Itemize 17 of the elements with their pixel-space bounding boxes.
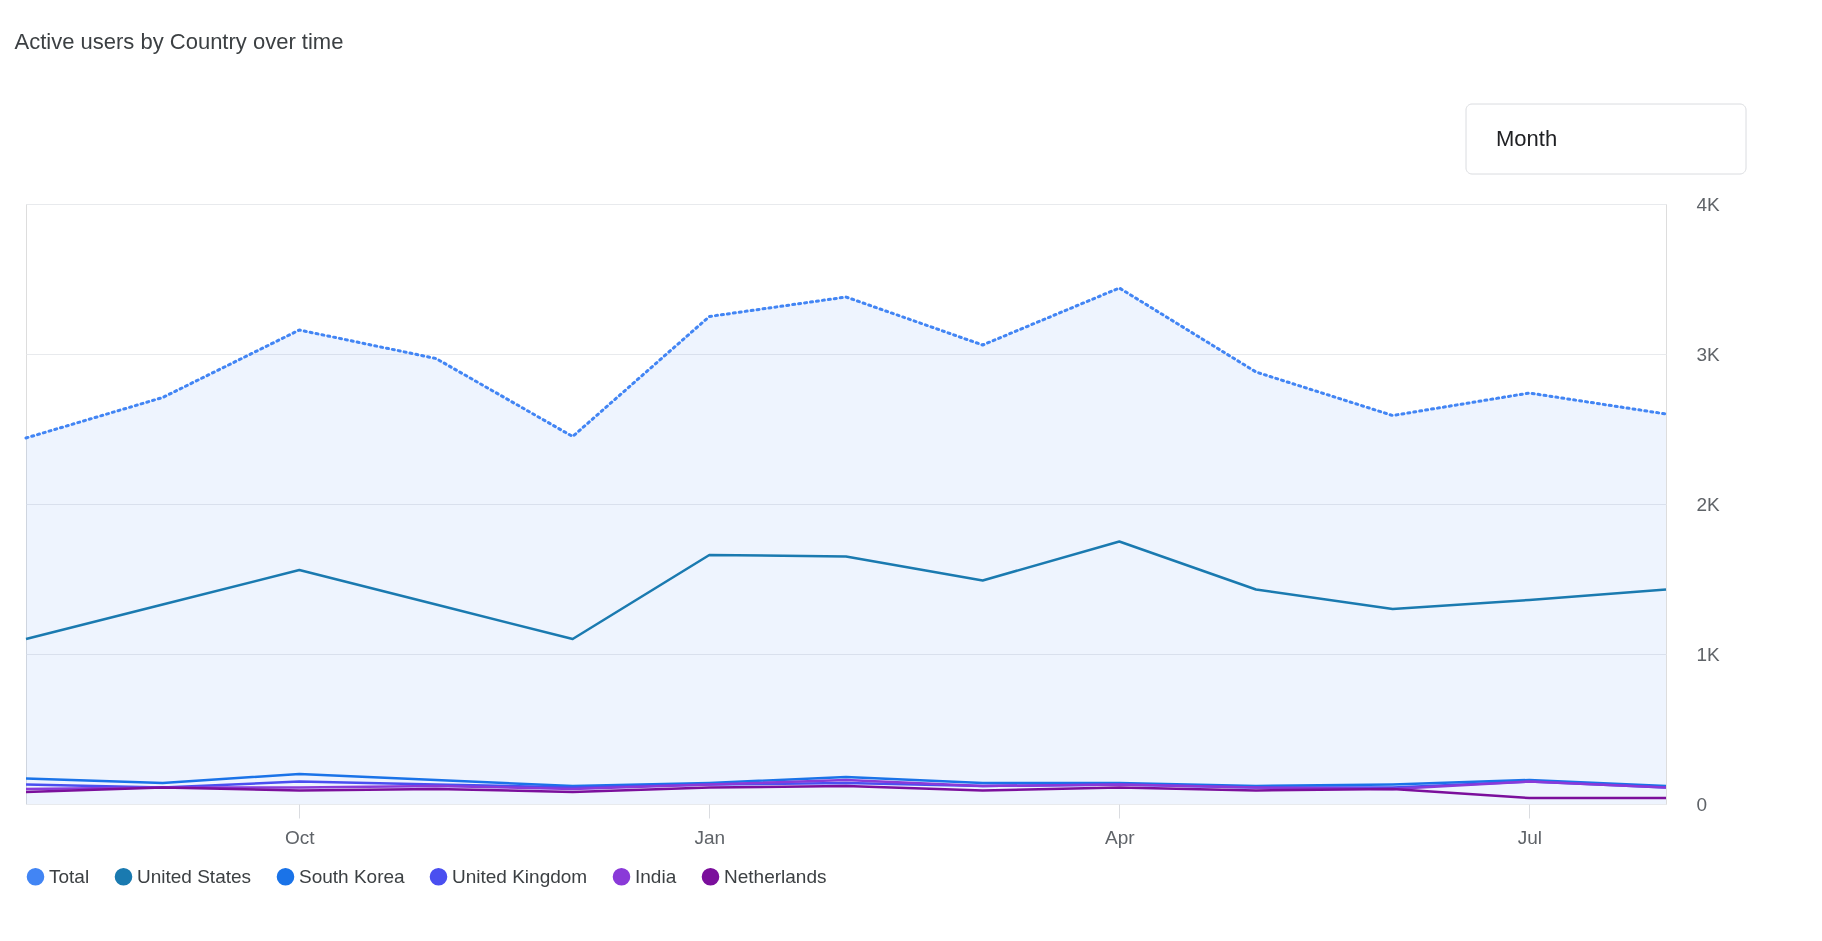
y-tick-label: 0 bbox=[1696, 793, 1708, 815]
y-tick-label: 3K bbox=[1696, 343, 1721, 365]
y-tick-label: 1K bbox=[1696, 643, 1721, 665]
legend-label: Netherlands bbox=[724, 865, 827, 887]
x-tick-label: Jan bbox=[694, 826, 726, 848]
legend-label: South Korea bbox=[299, 865, 406, 887]
legend-label: India bbox=[635, 865, 677, 887]
y-tick-label: 4K bbox=[1696, 193, 1721, 215]
chart-title: Active users by Country over time bbox=[14, 28, 344, 54]
x-tick-label: Oct bbox=[285, 826, 316, 848]
text: Month bbox=[1496, 126, 1558, 151]
legend-label: Total bbox=[49, 865, 90, 887]
y-tick-label: 2K bbox=[1696, 493, 1721, 515]
x-tick-label: Jul bbox=[1517, 826, 1542, 848]
x-tick-label: Apr bbox=[1105, 826, 1136, 848]
legend-label: United States bbox=[137, 865, 252, 887]
legend-label: United Kingdom bbox=[452, 865, 588, 887]
